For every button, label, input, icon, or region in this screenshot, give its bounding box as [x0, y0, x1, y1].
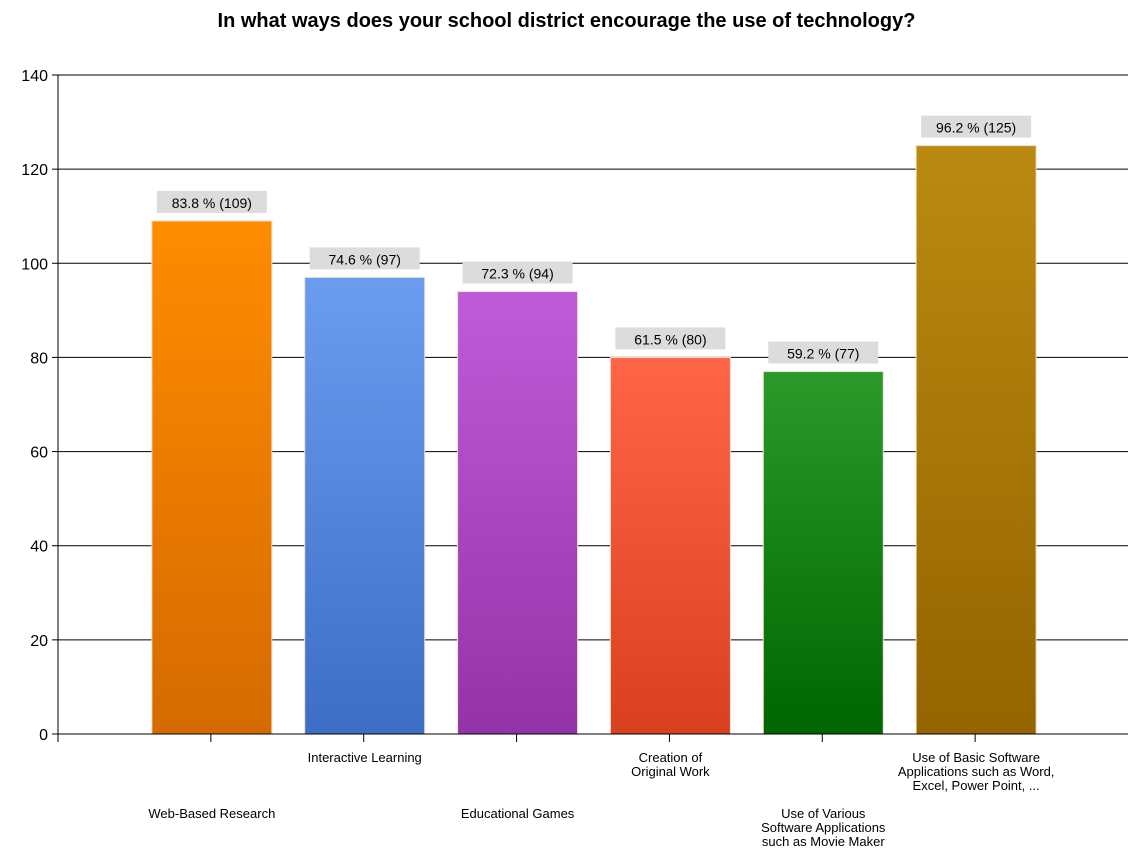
y-tick-label: 60 — [30, 445, 48, 462]
chart-title: In what ways does your school district e… — [217, 10, 916, 32]
data-label: 74.6 % (97) — [329, 251, 401, 267]
x-category-label: Web-Based Research — [148, 806, 275, 821]
y-tick-label: 100 — [21, 256, 48, 273]
y-tick-label: 80 — [30, 350, 48, 367]
data-label-box — [156, 190, 267, 213]
data-label-box — [768, 341, 879, 364]
data-label-box — [309, 247, 420, 270]
y-tick-label: 140 — [21, 68, 48, 85]
x-category-label: Educational Games — [461, 806, 575, 821]
y-tick-label: 0 — [39, 727, 48, 744]
bar — [304, 276, 426, 735]
data-label-box — [615, 327, 726, 350]
data-label: 59.2 % (77) — [787, 346, 859, 362]
bar — [457, 291, 579, 735]
bar — [915, 145, 1037, 735]
x-category-label: Use of Various Software Applications such … — [761, 806, 886, 849]
data-label: 72.3 % (94) — [481, 266, 553, 282]
data-label-box — [921, 115, 1032, 138]
x-category-label: Creation of Original Work — [631, 750, 710, 779]
y-tick-label: 20 — [30, 633, 48, 650]
data-label: 61.5 % (80) — [634, 331, 706, 347]
x-category-label: Use of Basic Software Applications such a… — [898, 750, 1055, 793]
bar — [151, 220, 273, 735]
bar — [762, 371, 884, 735]
x-category-label: Interactive Learning — [308, 750, 422, 765]
data-label: 83.8 % (109) — [172, 195, 252, 211]
y-tick-label: 40 — [30, 539, 48, 556]
bar — [609, 356, 731, 735]
data-label: 96.2 % (125) — [936, 120, 1016, 136]
y-tick-label: 120 — [21, 162, 48, 179]
data-label-box — [462, 261, 573, 284]
